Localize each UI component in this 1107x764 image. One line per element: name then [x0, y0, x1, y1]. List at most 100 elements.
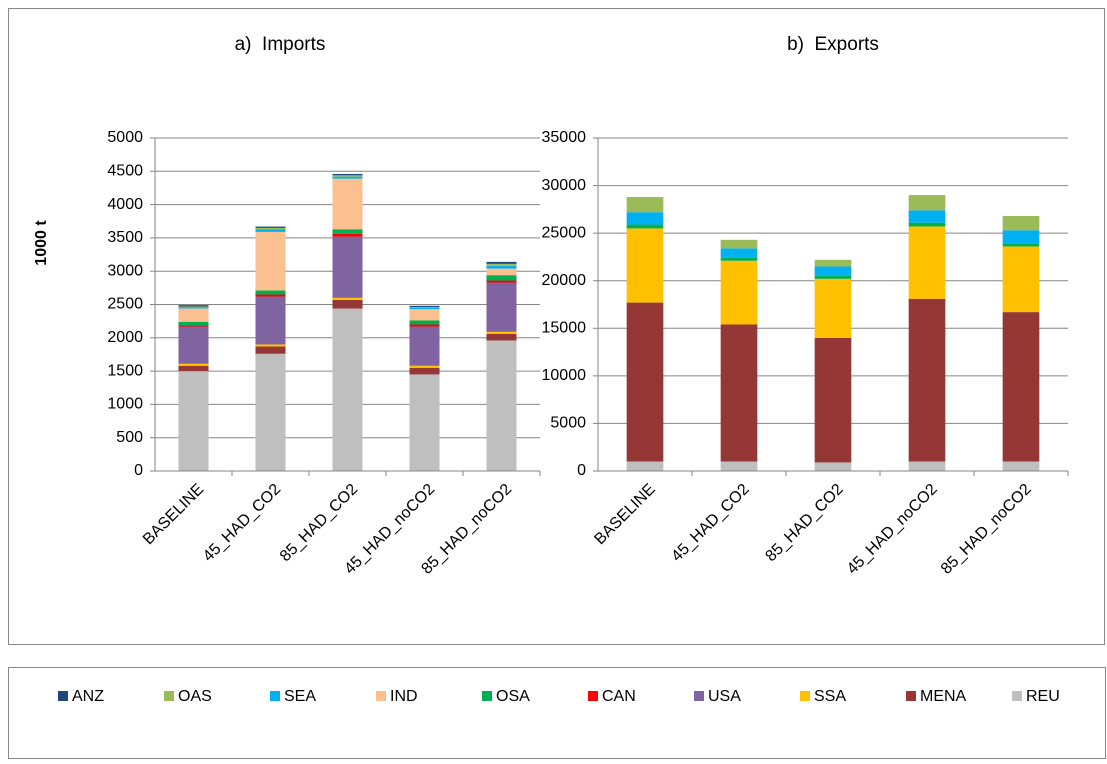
bar-segment	[255, 229, 286, 232]
bar-segment	[178, 321, 209, 326]
bar-segment	[814, 278, 852, 338]
bar-segment	[1002, 216, 1040, 231]
bar-segment	[1002, 312, 1040, 462]
bar-segment	[332, 175, 363, 177]
bar-segment	[332, 178, 363, 230]
bar-segment	[626, 196, 664, 213]
legend-swatch	[1012, 691, 1022, 701]
bar-segment	[332, 176, 363, 179]
bar-segment	[178, 306, 209, 308]
bar-segment	[255, 346, 286, 354]
bar-segment	[486, 331, 517, 334]
y-tick-label: 20000	[542, 272, 587, 289]
bar-segment	[332, 233, 363, 237]
bar-segment	[486, 263, 517, 266]
bar-segment	[626, 212, 664, 225]
bar-segment	[814, 266, 852, 276]
y-tick-label: 0	[577, 462, 586, 479]
bar-segment	[332, 299, 363, 309]
bar-segment	[409, 367, 440, 375]
legend-label: CAN	[602, 688, 636, 705]
bar-segment	[178, 365, 209, 372]
bar-segment	[1002, 230, 1040, 244]
bar-segment	[720, 257, 758, 261]
bar-segment	[486, 282, 517, 332]
y-axis-label: 1000 t	[33, 220, 50, 266]
bar-segment	[178, 363, 209, 366]
bar-segment	[908, 210, 946, 223]
y-tick-label: 10000	[542, 367, 587, 384]
bar-segment	[720, 248, 758, 258]
bar-segment	[409, 365, 440, 368]
bar-segment	[178, 308, 209, 322]
bar-segment	[720, 461, 758, 471]
bar-segment	[1002, 461, 1040, 471]
x-tick-label: 85_HAD_noCO2	[938, 481, 1035, 578]
bar-segment	[486, 265, 517, 269]
bar-segment	[720, 260, 758, 325]
bar-segment	[332, 236, 363, 298]
y-tick-label: 5000	[550, 415, 586, 432]
legend-frame	[8, 667, 1106, 759]
bar-segment	[908, 226, 946, 299]
legend-label: SSA	[814, 688, 846, 705]
bar-segment	[814, 275, 852, 279]
bar-segment	[409, 320, 440, 325]
legend-label: ANZ	[72, 688, 104, 705]
bar-segment	[626, 461, 664, 471]
bar-segment	[908, 195, 946, 211]
legend-label: OSA	[496, 688, 530, 705]
y-tick-label: 5000	[107, 129, 143, 146]
legend-label: USA	[708, 688, 741, 705]
y-tick-label: 1500	[107, 362, 143, 379]
x-tick-label: BASELINE	[140, 481, 207, 548]
bar-segment	[178, 305, 209, 307]
bar-segment	[409, 326, 440, 366]
legend-swatch	[800, 691, 810, 701]
y-tick-label: 4500	[107, 163, 143, 180]
bar-segment	[1002, 243, 1040, 247]
legend-swatch	[376, 691, 386, 701]
bar-segment	[255, 294, 286, 297]
legend-label: REU	[1026, 688, 1060, 705]
y-tick-label: 1000	[107, 396, 143, 413]
bar-segment	[409, 374, 440, 471]
bar-segment	[626, 302, 664, 462]
legend-swatch	[588, 691, 598, 701]
legend-swatch	[482, 691, 492, 701]
bar-segment	[255, 227, 286, 230]
legend-swatch	[906, 691, 916, 701]
bar-segment	[814, 462, 852, 471]
bar-segment	[1002, 246, 1040, 313]
bar-segment	[486, 261, 517, 264]
y-tick-label: 2500	[107, 296, 143, 313]
bar-segment	[178, 326, 209, 364]
bar-segment	[486, 268, 517, 276]
legend-swatch	[694, 691, 704, 701]
y-tick-label: 3500	[107, 229, 143, 246]
bar-segment	[626, 228, 664, 303]
bar-segment	[908, 298, 946, 462]
bar-segment	[255, 226, 286, 228]
bar-segment	[626, 224, 664, 229]
bar-segment	[409, 307, 440, 308]
bar-segment	[409, 309, 440, 321]
y-tick-label: 0	[134, 462, 143, 479]
y-tick-label: 15000	[542, 320, 587, 337]
bar-segment	[255, 296, 286, 345]
bar-segment	[720, 239, 758, 249]
legend-label: IND	[390, 688, 418, 705]
x-tick-label: 45_HAD_CO2	[668, 481, 752, 565]
bar-segment	[255, 353, 286, 471]
chart-title: a) Imports	[235, 34, 326, 55]
bar-segment	[908, 222, 946, 227]
legend-swatch	[58, 691, 68, 701]
bar-segment	[178, 307, 209, 309]
y-tick-label: 2000	[107, 329, 143, 346]
chart-title: b) Exports	[787, 34, 879, 55]
x-tick-label: BASELINE	[591, 481, 658, 548]
legend-label: OAS	[178, 688, 212, 705]
bar-segment	[486, 340, 517, 471]
bar-segment	[814, 337, 852, 463]
